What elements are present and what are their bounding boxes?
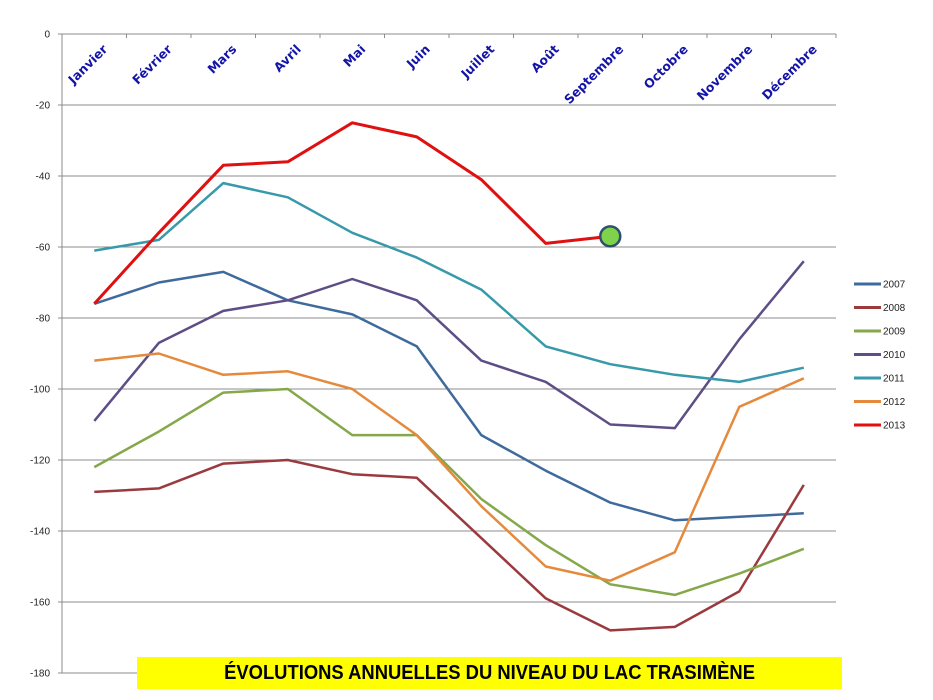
series-line-2010 <box>93 260 805 430</box>
chart-title-banner: ÉVOLUTIONS ANNUELLES DU NIVEAU DU LAC TR… <box>137 657 842 689</box>
month-label: Octobre <box>641 42 691 92</box>
month-label: Août <box>528 42 562 76</box>
legend: 2007 2008 2009 2010 2011 2012 2013 <box>854 280 906 432</box>
month-label: Décembre <box>759 42 820 103</box>
month-label: Janvier <box>64 41 111 88</box>
series-line-2009 <box>93 387 805 597</box>
month-label: Juillet <box>457 41 497 81</box>
month-label: Juin <box>403 42 433 72</box>
month-label: Novembre <box>694 42 756 104</box>
gridlines <box>62 33 836 674</box>
month-label: Février <box>129 41 175 87</box>
month-label: Septembre <box>561 42 626 107</box>
legend-label-2007: 2007 <box>883 280 906 291</box>
highlight-marker <box>599 225 622 248</box>
chart-title: ÉVOLUTIONS ANNUELLES DU NIVEAU DU LAC TR… <box>224 661 755 684</box>
legend-label-2012: 2012 <box>883 397 906 408</box>
x-axis-ticks <box>61 34 837 38</box>
y-tick-label: -160 <box>30 598 50 609</box>
annotation-markers <box>599 225 622 248</box>
month-label: Avril <box>271 42 304 75</box>
series-line-2013 <box>93 121 611 305</box>
y-tick-label: -80 <box>36 314 51 325</box>
legend-label-2009: 2009 <box>883 327 906 338</box>
series-lines <box>93 121 805 632</box>
legend-label-2011: 2011 <box>883 374 905 385</box>
legend-label-2008: 2008 <box>883 303 906 314</box>
y-tick-label: -40 <box>36 172 51 183</box>
legend-label-2010: 2010 <box>883 350 906 361</box>
x-axis-labels: Janvier Février Mars Avril Mai Juin Juillet Aoû… <box>64 41 820 107</box>
y-tick-label: -20 <box>36 101 51 112</box>
series-line-2008 <box>94 458 805 632</box>
y-tick-label: -60 <box>36 243 51 254</box>
y-tick-label: -140 <box>30 527 50 538</box>
y-tick-label: -180 <box>30 669 50 680</box>
legend-label-2013: 2013 <box>883 421 906 432</box>
series-line-2012 <box>94 352 805 582</box>
y-axis: 0 -20 -40 -60 -80 -100 -120 -140 -160 -180 <box>30 30 63 680</box>
month-label: Mars <box>204 42 239 77</box>
series-line-2007 <box>93 270 804 522</box>
y-tick-label: -100 <box>30 385 50 396</box>
y-tick-label: 0 <box>44 30 50 41</box>
y-tick-label: -120 <box>30 456 50 467</box>
month-label: Mai <box>340 42 368 70</box>
series-line-2011 <box>94 181 805 384</box>
